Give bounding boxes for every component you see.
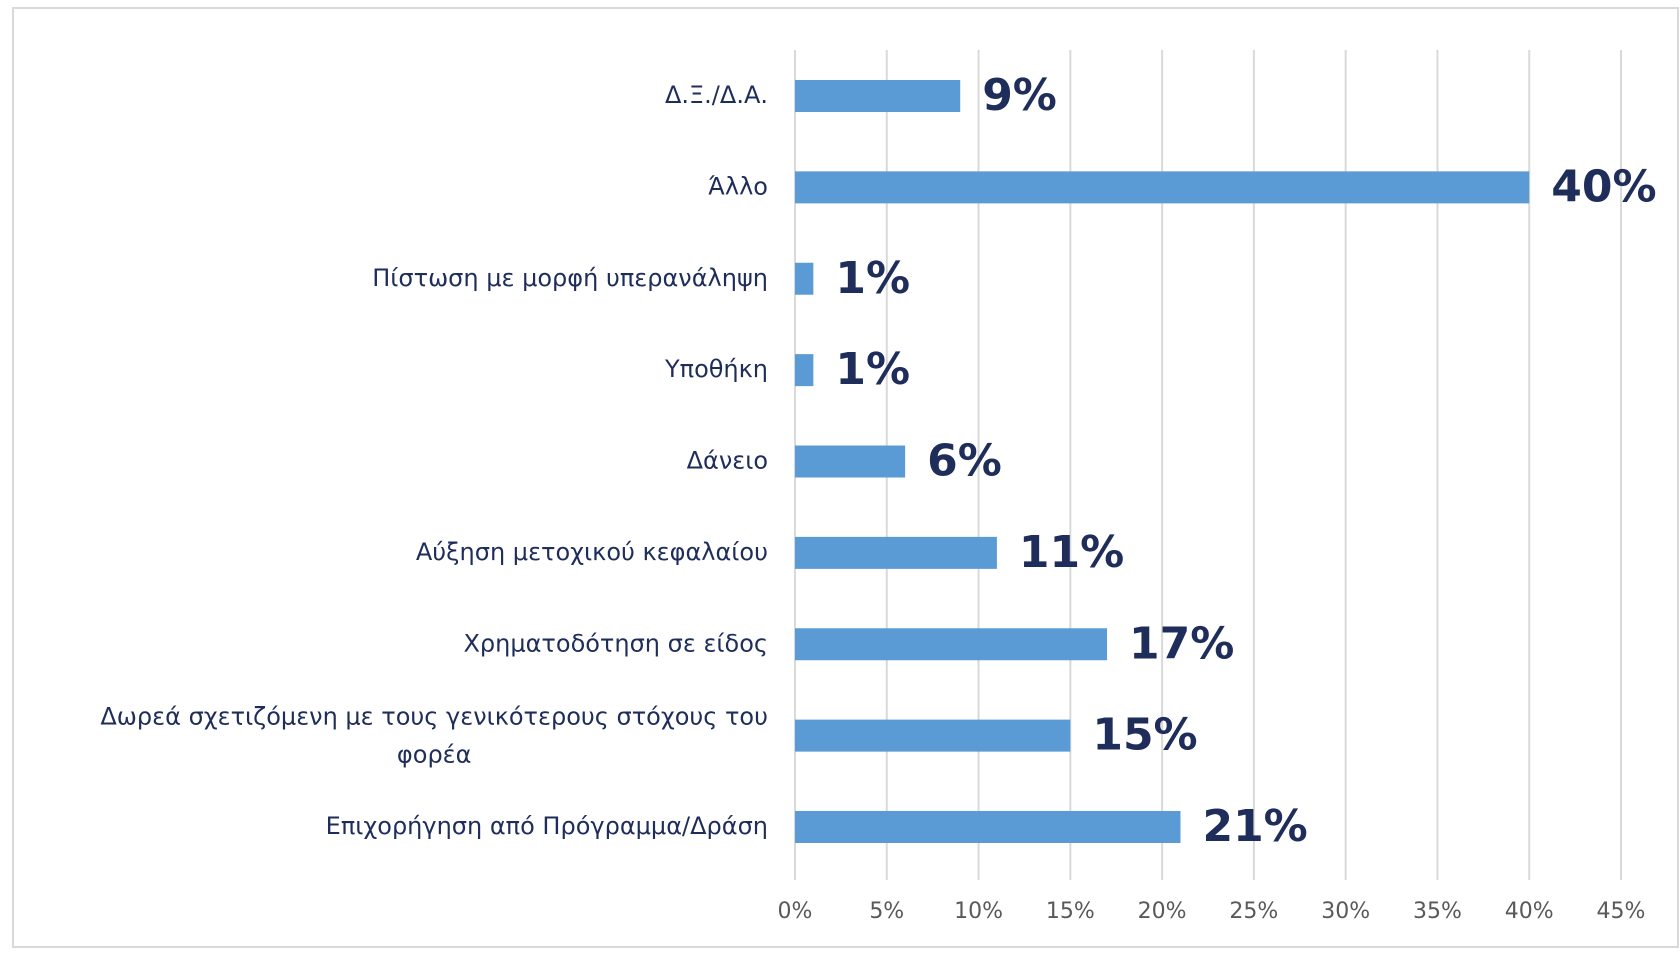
category-label: Υποθήκη: [664, 355, 768, 383]
bar: [795, 354, 814, 387]
category-label: Πίστωση με μορφή υπερανάληψη: [372, 264, 768, 292]
bar: [795, 80, 961, 112]
bar: [795, 536, 997, 569]
bar: [795, 811, 1181, 843]
value-label: 40%: [1551, 161, 1656, 212]
x-tick-label: 5%: [869, 899, 904, 924]
x-tick-label: 35%: [1413, 899, 1462, 924]
category-label: Χρηματοδότηση σε είδος: [463, 629, 768, 657]
bar: [795, 628, 1108, 661]
value-label: 9%: [982, 70, 1057, 121]
value-label: 1%: [835, 253, 910, 304]
value-label: 11%: [1019, 527, 1124, 578]
value-label: 6%: [927, 436, 1002, 487]
x-tick-label: 25%: [1229, 899, 1278, 924]
x-tick-label: 45%: [1597, 899, 1646, 924]
value-label: 1%: [835, 344, 910, 395]
bar: [795, 445, 906, 478]
category-label: Δάνειο: [687, 447, 768, 475]
bar: [795, 262, 814, 295]
x-tick-label: 15%: [1046, 899, 1095, 924]
x-tick-label: 40%: [1505, 899, 1554, 924]
bar: [795, 719, 1071, 752]
x-tick-label: 20%: [1138, 899, 1187, 924]
category-label: Άλλο: [708, 172, 768, 200]
x-tick-label: 30%: [1321, 899, 1370, 924]
bar: [795, 171, 1530, 204]
value-label: 17%: [1129, 618, 1234, 669]
category-label: Δωρεά σχετιζόμενη με τους γενικότερους σ…: [100, 703, 768, 769]
value-label: 21%: [1202, 801, 1307, 852]
x-tick-label: 10%: [954, 899, 1003, 924]
value-label: 15%: [1092, 710, 1197, 761]
category-label: Επιχορήγηση από Πρόγραμμα/Δράση: [326, 812, 768, 840]
category-label: Δ.Ξ./Δ.Α.: [665, 81, 768, 109]
x-tick-label: 0%: [778, 899, 813, 924]
category-label: Αύξηση μετοχικού κεφαλαίου: [416, 538, 768, 566]
